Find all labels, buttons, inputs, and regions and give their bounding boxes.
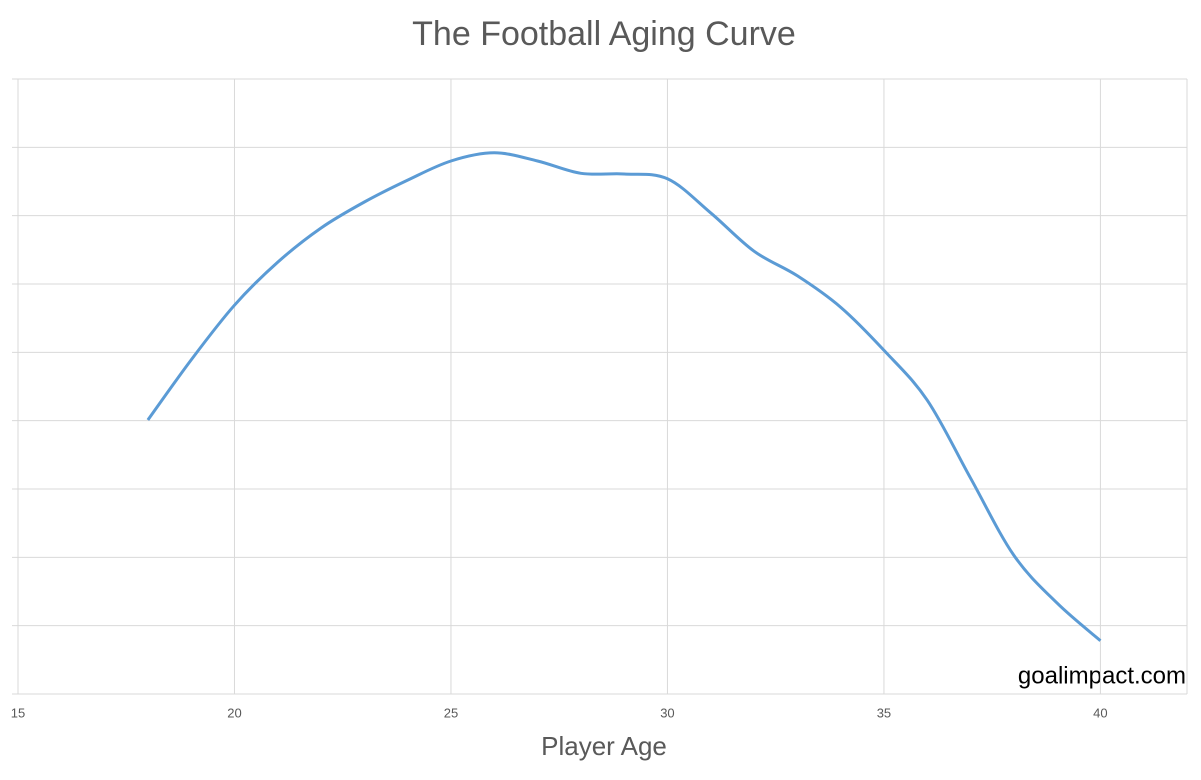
x-tick-label: 30 xyxy=(660,705,674,720)
watermark: goalimpact.com xyxy=(1018,662,1186,689)
x-tick-label: 35 xyxy=(877,705,891,720)
x-tick-label: 25 xyxy=(444,705,458,720)
x-tick-label: 15 xyxy=(11,705,25,720)
x-tick-label: 40 xyxy=(1093,705,1107,720)
x-axis-label: Player Age xyxy=(541,731,667,761)
chart-title: The Football Aging Curve xyxy=(412,15,796,53)
x-tick-label: 20 xyxy=(227,705,241,720)
line-series xyxy=(146,151,1102,642)
